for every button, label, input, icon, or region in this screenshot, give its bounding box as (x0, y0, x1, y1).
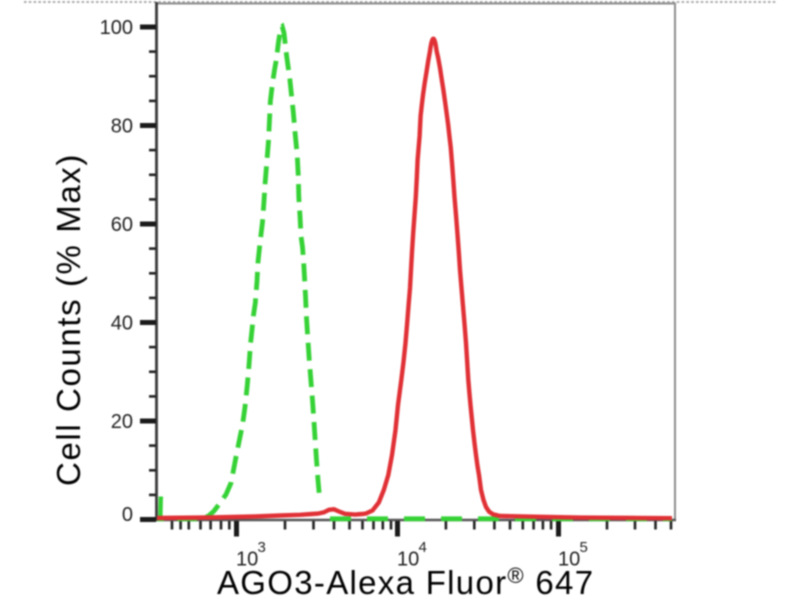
svg-text:5: 5 (580, 539, 588, 556)
svg-text:0: 0 (122, 504, 133, 526)
svg-text:80: 80 (111, 116, 133, 138)
svg-text:100: 100 (100, 17, 133, 39)
svg-text:10: 10 (236, 549, 258, 571)
svg-text:40: 40 (111, 313, 133, 335)
svg-text:10: 10 (558, 549, 580, 571)
svg-text:Cell Counts (% Max): Cell Counts (% Max) (50, 153, 87, 486)
svg-text:4: 4 (419, 539, 427, 556)
svg-text:3: 3 (258, 539, 266, 556)
svg-text:20: 20 (111, 411, 133, 433)
svg-text:AGO3-Alexa Fluor® 647: AGO3-Alexa Fluor® 647 (217, 563, 594, 600)
svg-text:60: 60 (111, 214, 133, 236)
svg-text:10: 10 (397, 549, 419, 571)
